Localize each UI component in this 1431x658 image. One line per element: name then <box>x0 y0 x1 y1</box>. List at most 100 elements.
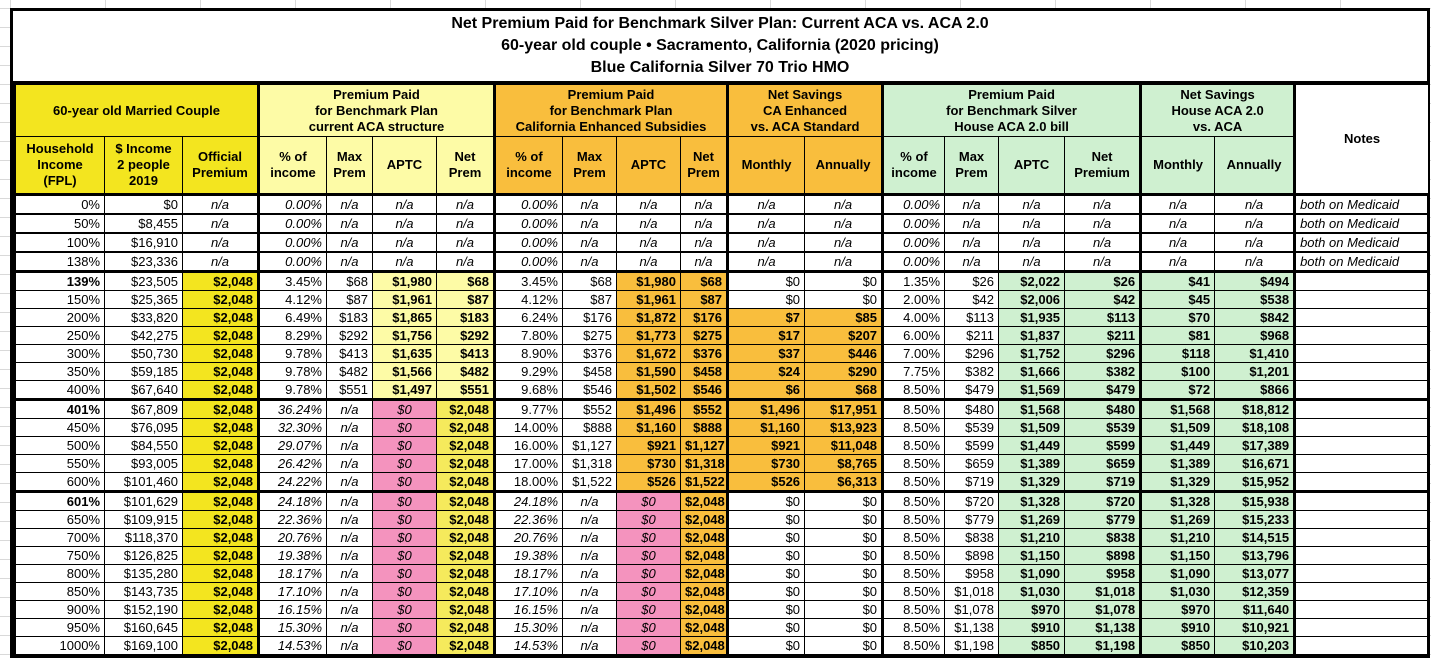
cell[interactable]: 32.30% <box>257 418 327 437</box>
cell[interactable]: $1,756 <box>372 326 437 345</box>
cell[interactable]: $1,568 <box>1139 399 1216 419</box>
cell[interactable]: $87 <box>562 290 617 309</box>
cell[interactable]: 8.50% <box>881 564 946 583</box>
cell[interactable]: $0 <box>726 618 806 637</box>
cell[interactable]: $0 <box>104 194 183 215</box>
cell[interactable]: 8.50% <box>881 399 946 419</box>
cell[interactable]: $539 <box>944 418 1000 437</box>
cell[interactable]: $526 <box>726 472 806 493</box>
cell[interactable]: $100 <box>1139 362 1216 381</box>
cell[interactable]: 3.45% <box>257 271 327 291</box>
cell[interactable]: $1,980 <box>372 271 437 291</box>
cell[interactable]: $45 <box>1139 290 1216 309</box>
cell[interactable]: n/a <box>1214 213 1296 234</box>
cell[interactable]: 14.53% <box>257 636 327 655</box>
cell[interactable]: $296 <box>1064 344 1142 363</box>
cell[interactable]: $921 <box>616 436 681 455</box>
cell[interactable]: n/a <box>679 232 729 253</box>
cell[interactable]: $68 <box>804 380 884 401</box>
notes-cell[interactable] <box>1293 600 1430 619</box>
notes-cell[interactable] <box>1293 618 1430 637</box>
cell[interactable]: 20.76% <box>493 528 563 547</box>
cell[interactable]: 7.00% <box>881 344 946 363</box>
cell[interactable]: n/a <box>326 564 373 583</box>
cell[interactable]: 36.24% <box>257 399 327 419</box>
cell[interactable]: 9.77% <box>493 399 563 419</box>
cell[interactable]: n/a <box>1064 232 1142 253</box>
cell[interactable]: n/a <box>1139 194 1216 215</box>
cell[interactable]: 50% <box>13 213 105 234</box>
cell[interactable]: n/a <box>326 454 373 473</box>
cell[interactable]: $1,127 <box>679 436 729 455</box>
cell[interactable]: $921 <box>726 436 806 455</box>
cell[interactable]: $1,935 <box>998 308 1066 327</box>
cell[interactable]: $2,048 <box>182 454 259 473</box>
cell[interactable]: $1,449 <box>998 436 1066 455</box>
cell[interactable]: $2,048 <box>182 380 259 401</box>
cell[interactable]: 0.00% <box>257 194 327 215</box>
cell[interactable]: $1,569 <box>998 380 1066 401</box>
cell[interactable]: n/a <box>562 600 617 619</box>
notes-cell[interactable] <box>1293 380 1430 401</box>
cell[interactable]: $17,389 <box>1214 436 1296 455</box>
cell[interactable]: $888 <box>562 418 617 437</box>
cell[interactable]: $2,048 <box>182 636 259 655</box>
cell[interactable]: n/a <box>182 232 259 253</box>
cell[interactable]: $2,048 <box>436 472 495 493</box>
cell[interactable]: 401% <box>13 399 105 419</box>
cell[interactable]: $2,048 <box>679 582 729 601</box>
cell[interactable]: $1,773 <box>616 326 681 345</box>
cell[interactable]: $13,796 <box>1214 546 1296 565</box>
cell[interactable]: 6.24% <box>493 308 563 327</box>
cell[interactable]: 0.00% <box>881 251 946 273</box>
cell[interactable]: 9.29% <box>493 362 563 381</box>
cell[interactable]: $2,048 <box>182 600 259 619</box>
cell[interactable]: $2,048 <box>182 546 259 565</box>
cell[interactable]: $0 <box>804 491 884 511</box>
cell[interactable]: $599 <box>944 436 1000 455</box>
cell[interactable]: $84,550 <box>104 436 183 455</box>
cell[interactable]: 18.17% <box>257 564 327 583</box>
cell[interactable]: $135,280 <box>104 564 183 583</box>
cell[interactable]: $1,160 <box>616 418 681 437</box>
cell[interactable]: n/a <box>562 582 617 601</box>
cell[interactable]: $2,048 <box>679 618 729 637</box>
cell[interactable]: $67,640 <box>104 380 183 401</box>
cell[interactable]: $526 <box>616 472 681 493</box>
cell[interactable]: $41 <box>1139 271 1216 291</box>
cell[interactable]: $152,190 <box>104 600 183 619</box>
cell[interactable]: n/a <box>326 399 373 419</box>
cell[interactable]: $1,502 <box>616 380 681 401</box>
cell[interactable]: $910 <box>998 618 1066 637</box>
cell[interactable]: $538 <box>1214 290 1296 309</box>
cell[interactable]: $1,078 <box>1064 600 1142 619</box>
cell[interactable]: $1,837 <box>998 326 1066 345</box>
cell[interactable]: $72 <box>1139 380 1216 401</box>
cell[interactable]: $480 <box>944 399 1000 419</box>
cell[interactable]: $1,666 <box>998 362 1066 381</box>
cell[interactable]: 100% <box>13 232 105 253</box>
cell[interactable]: $0 <box>372 472 437 493</box>
cell[interactable]: 1000% <box>13 636 105 655</box>
cell[interactable]: $1,030 <box>1139 582 1216 601</box>
cell[interactable]: 17.10% <box>493 582 563 601</box>
cell[interactable]: $2,048 <box>436 528 495 547</box>
cell[interactable]: 0.00% <box>493 213 563 234</box>
cell[interactable]: n/a <box>1139 213 1216 234</box>
cell[interactable]: $1,566 <box>372 362 437 381</box>
notes-cell[interactable] <box>1293 528 1430 547</box>
cell[interactable]: $87 <box>436 290 495 309</box>
cell[interactable]: 8.50% <box>881 618 946 637</box>
cell[interactable]: $10,203 <box>1214 636 1296 655</box>
notes-cell[interactable] <box>1293 582 1430 601</box>
cell[interactable]: $2,048 <box>182 290 259 309</box>
cell[interactable]: $719 <box>944 472 1000 493</box>
cell[interactable]: $720 <box>1064 491 1142 511</box>
cell[interactable]: $2,048 <box>182 472 259 493</box>
cell[interactable]: $68 <box>679 271 729 291</box>
cell[interactable]: $413 <box>326 344 373 363</box>
cell[interactable]: $0 <box>804 600 884 619</box>
cell[interactable]: $898 <box>1064 546 1142 565</box>
cell[interactable]: $1,198 <box>1064 636 1142 655</box>
cell[interactable]: 1.35% <box>881 271 946 291</box>
